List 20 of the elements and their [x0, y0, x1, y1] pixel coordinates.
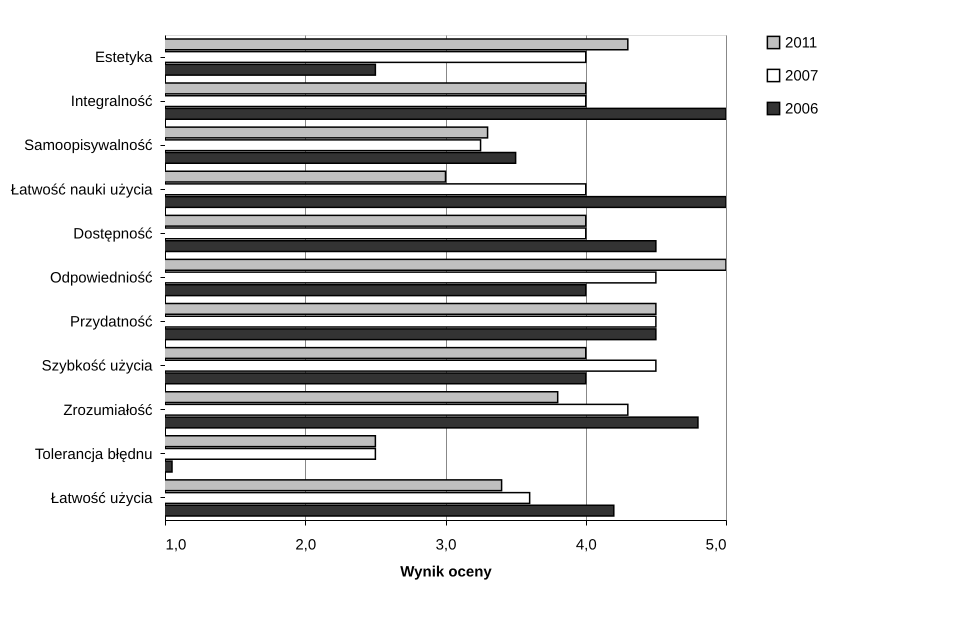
y-tick-label: Dostępność — [73, 225, 153, 242]
y-tick-label: Przydatność — [70, 314, 153, 331]
y-tick-label: Integralność — [70, 93, 153, 110]
x-axis-title: Wynik oceny — [400, 564, 492, 580]
legend-label: 2006 — [785, 100, 818, 118]
x-tick-label: 3,0 — [436, 536, 456, 554]
x-tick-label: 4,0 — [576, 536, 597, 554]
x-tick-label: 1,0 — [166, 536, 186, 554]
y-tick-label: Łatwość nauki użycia — [10, 181, 154, 198]
x-tick-label: 2,0 — [295, 536, 316, 554]
y-tick-label: Odpowiedniość — [50, 270, 153, 286]
y-tick-label: Zrozumiałość — [63, 402, 153, 419]
y-tick-label: Estetyka — [94, 49, 154, 66]
x-tick-label: 5,0 — [706, 536, 726, 554]
y-tick-label: Łatwość użycia — [50, 490, 154, 507]
y-tick-label: Tolerancja błędnu — [34, 446, 152, 463]
legend-label: 2011 — [785, 34, 818, 52]
y-tick-label: Szybkość użycia — [42, 358, 154, 375]
y-tick-label: Samoopisywalność — [24, 137, 153, 154]
legend-label: 2007 — [785, 68, 818, 84]
